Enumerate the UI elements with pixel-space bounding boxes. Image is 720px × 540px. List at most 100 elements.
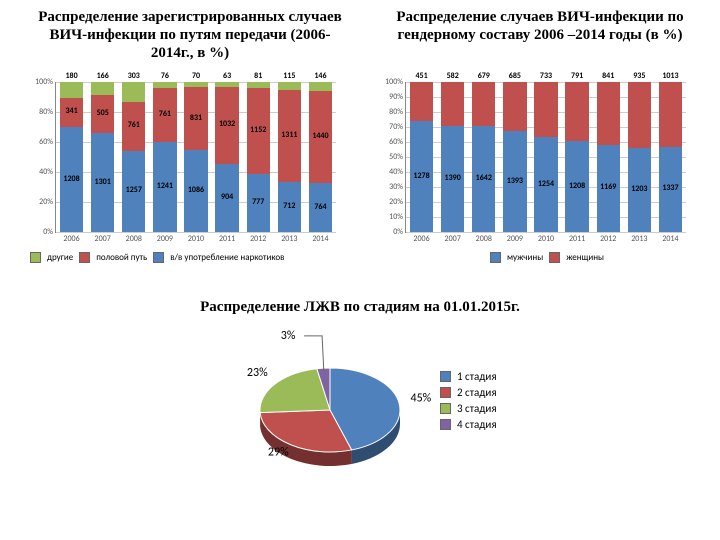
bar-data-label: 841	[597, 71, 620, 81]
bar-segment	[628, 82, 651, 148]
legend-swatch	[490, 252, 501, 263]
bar-data-label: 1337	[659, 183, 682, 193]
bar-data-label: 1208	[60, 174, 83, 184]
bar-segment	[247, 82, 270, 88]
pie-side	[260, 413, 351, 466]
bar-segment	[503, 82, 526, 131]
bar-data-label: 1254	[534, 179, 557, 189]
bar-data-label: 81	[247, 71, 270, 81]
x-tick-label: 2008	[472, 232, 495, 244]
bar-data-label: 1257	[122, 185, 145, 195]
bar-segment	[215, 82, 238, 87]
bar-column: 20131203935	[628, 82, 651, 232]
y-tick-label: 40%	[39, 167, 56, 177]
bar-segment	[410, 82, 433, 121]
bar-data-label: 582	[441, 71, 464, 81]
y-tick-label: 10%	[389, 212, 406, 222]
bar-data-label: 904	[215, 192, 238, 202]
y-tick-label: 50%	[389, 152, 406, 162]
bar-data-label: 1086	[184, 185, 207, 195]
bar-data-label: 733	[534, 71, 557, 81]
pie-slice	[330, 368, 400, 450]
bar-column: 2009124176176	[153, 82, 176, 232]
y-tick-label: 80%	[389, 107, 406, 117]
bar-data-label: 712	[278, 201, 301, 211]
y-tick-label: 20%	[39, 197, 56, 207]
pie-title: Распределение ЛЖВ по стадиям на 01.01.20…	[160, 298, 560, 316]
bar-segment	[472, 82, 495, 126]
legend-swatch	[440, 403, 451, 414]
chart-a-legend: другиеполовой путьв/в употребление нарко…	[30, 252, 284, 263]
bar-data-label: 1311	[278, 130, 301, 140]
y-tick-label: 0%	[393, 227, 406, 237]
legend-label: 3 стадия	[457, 402, 497, 415]
legend-swatch	[30, 252, 41, 263]
bar-data-label: 63	[215, 71, 238, 81]
bar-data-label: 1152	[247, 125, 270, 135]
y-tick-label: 0%	[43, 227, 56, 237]
x-tick-label: 2010	[534, 232, 557, 244]
legend-label: половой путь	[96, 252, 147, 263]
bar-data-label: 1208	[565, 181, 588, 191]
bar-data-label: 1393	[503, 176, 526, 186]
x-tick-label: 2008	[122, 232, 145, 244]
legend-label: в/в употребление наркотиков	[170, 252, 284, 263]
bar-column: 20147641440146	[309, 82, 332, 232]
x-tick-label: 2006	[60, 232, 83, 244]
bar-column: 20061208341180	[60, 82, 83, 232]
bar-data-label: 1203	[628, 184, 651, 194]
bar-data-label: 115	[278, 71, 301, 81]
bar-column: 20137121311115	[278, 82, 301, 232]
bar-segment	[184, 82, 207, 87]
x-tick-label: 2011	[565, 232, 588, 244]
chart-b-plot: 0%10%20%30%40%50%60%70%80%90%100%2006127…	[405, 82, 686, 233]
chart-b-title: Распределение случаев ВИЧ-инфекции по ге…	[380, 8, 700, 44]
bar-column: 20071301505166	[91, 82, 114, 232]
pie-slice	[260, 410, 351, 452]
y-tick-label: 90%	[389, 92, 406, 102]
x-tick-label: 2009	[153, 232, 176, 244]
y-tick-label: 100%	[35, 77, 56, 87]
bar-data-label: 1032	[215, 119, 238, 129]
bar-segment	[659, 82, 682, 147]
legend-label: 2 стадия	[457, 386, 497, 399]
bar-segment	[309, 82, 332, 91]
bar-data-label: 76	[153, 71, 176, 81]
chart-a: 0%20%40%60%80%100%2006120834118020071301…	[55, 82, 335, 232]
bar-data-label: 1301	[91, 177, 114, 187]
y-tick-label: 60%	[389, 137, 406, 147]
bar-data-label: 70	[184, 71, 207, 81]
x-tick-label: 2012	[597, 232, 620, 244]
bar-segment	[122, 82, 145, 102]
pie-slice	[260, 369, 330, 413]
bar-data-label: 777	[247, 197, 270, 207]
bar-column: 2012777115281	[247, 82, 270, 232]
bar-column: 20071390582	[441, 82, 464, 232]
x-tick-label: 2013	[628, 232, 651, 244]
pie-legend-row: 1 стадия	[440, 370, 497, 383]
bar-column: 2010108683170	[184, 82, 207, 232]
y-tick-label: 80%	[39, 107, 56, 117]
pie-chart: 45%29%23%3%	[0, 0, 720, 540]
legend-label: женщины	[566, 252, 604, 263]
pie-side	[352, 410, 400, 464]
legend-swatch	[440, 371, 451, 382]
x-tick-label: 2007	[441, 232, 464, 244]
y-tick-label: 60%	[39, 137, 56, 147]
x-tick-label: 2013	[278, 232, 301, 244]
bar-segment	[60, 82, 83, 98]
y-tick-label: 20%	[389, 197, 406, 207]
bar-data-label: 764	[309, 202, 332, 212]
x-tick-label: 2010	[184, 232, 207, 244]
bar-data-label: 341	[60, 106, 83, 116]
chart-b: 0%10%20%30%40%50%60%70%80%90%100%2006127…	[405, 82, 685, 232]
pie-legend-row: 4 стадия	[440, 418, 497, 431]
bar-column: 20101254733	[534, 82, 557, 232]
bar-data-label: 679	[472, 71, 495, 81]
y-tick-label: 70%	[389, 122, 406, 132]
legend-swatch	[549, 252, 560, 263]
bar-data-label: 685	[503, 71, 526, 81]
bar-column: 20081642679	[472, 82, 495, 232]
bar-segment	[153, 82, 176, 87]
y-tick-label: 30%	[389, 182, 406, 192]
